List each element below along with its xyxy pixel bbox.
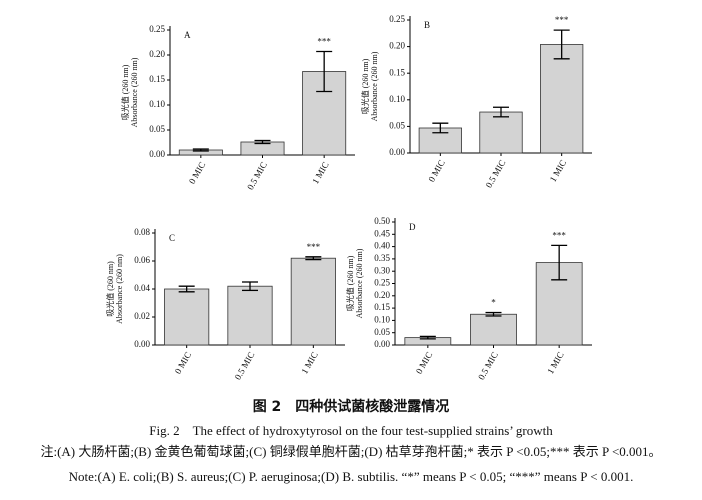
y-tick-label: 0.00: [134, 339, 150, 349]
y-tick-label: 0.20: [374, 290, 390, 300]
x-tick-label: 1 MIC: [548, 158, 569, 184]
y-tick-label: 0.02: [134, 311, 150, 321]
y-label: 吸光值 (260 nm): [360, 58, 370, 114]
caption-title-zh: 图 2 四种供试菌核酸泄露情况: [253, 398, 450, 415]
x-tick-label: 0.5 MIC: [233, 350, 257, 381]
x-tick-label: 0 MIC: [187, 160, 208, 186]
y-tick-label: 0.10: [389, 94, 405, 104]
x-tick-label: 0 MIC: [426, 158, 447, 184]
y-tick-label: 0.10: [149, 99, 165, 109]
panel-label: D: [409, 222, 416, 232]
caption-note-zh: 注:(A) 大肠杆菌;(B) 金黄色葡萄球菌;(C) 铜绿假单胞杆菌;(D) 枯…: [40, 444, 661, 459]
y-tick-label: 0.20: [389, 41, 405, 51]
x-tick-label: 0 MIC: [414, 350, 435, 376]
y-label: Absorbance (260 nm): [115, 254, 124, 324]
significance: ***: [555, 15, 569, 25]
bar: [470, 313, 517, 346]
y-tick-label: 0.30: [374, 265, 390, 275]
y-tick-label: 0.25: [149, 24, 165, 34]
y-tick-label: 0.25: [389, 14, 405, 24]
panel-label: B: [424, 20, 430, 30]
y-tick-label: 0.05: [149, 124, 165, 134]
bar: [479, 111, 523, 154]
significance: ***: [552, 230, 566, 240]
y-tick-label: 0.15: [374, 302, 390, 312]
y-tick-label: 0.20: [149, 49, 165, 59]
y-label: 吸光值 (260 nm): [105, 261, 115, 317]
y-label: Absorbance (260 nm): [355, 248, 364, 318]
y-tick-label: 0.00: [389, 147, 405, 157]
y-label: 吸光值 (260 nm): [120, 64, 130, 120]
y-tick-label: 0.08: [134, 227, 150, 237]
x-tick-label: 0.5 MIC: [245, 160, 269, 191]
x-tick-label: 1 MIC: [545, 350, 566, 376]
x-tick-label: 1 MIC: [299, 350, 320, 376]
y-tick-label: 0.00: [149, 149, 165, 159]
y-tick-label: 0.25: [374, 278, 390, 288]
x-tick-label: 1 MIC: [310, 160, 331, 186]
x-tick-label: 0.5 MIC: [476, 350, 500, 381]
y-tick-label: 0.10: [374, 314, 390, 324]
y-label: Absorbance (260 nm): [370, 51, 379, 121]
bar: [227, 285, 273, 346]
y-tick-label: 0.05: [389, 120, 405, 130]
y-tick-label: 0.00: [374, 339, 390, 349]
y-tick-label: 0.50: [374, 216, 390, 226]
bar: [164, 288, 210, 346]
bar: [540, 44, 584, 154]
y-tick-label: 0.05: [374, 327, 390, 337]
caption-note-en: Note:(A) E. coli;(B) S. aureus;(C) P. ae…: [69, 469, 634, 484]
y-tick-label: 0.15: [389, 67, 405, 77]
significance: ***: [307, 242, 321, 252]
bar: [290, 257, 336, 346]
panel-label: A: [184, 30, 191, 40]
significance: ***: [317, 37, 331, 47]
panel-label: C: [169, 233, 175, 243]
y-tick-label: 0.45: [374, 228, 390, 238]
y-label: 吸光值 (260 nm): [345, 255, 355, 311]
y-tick-label: 0.35: [374, 253, 390, 263]
y-tick-label: 0.06: [134, 255, 150, 265]
y-tick-label: 0.40: [374, 241, 390, 251]
x-tick-label: 0.5 MIC: [484, 158, 508, 189]
y-label: Absorbance (260 nm): [130, 57, 139, 127]
significance: *: [491, 298, 496, 308]
y-tick-label: 0.15: [149, 74, 165, 84]
caption-title-en: Fig. 2 The effect of hydroxytyrosol on t…: [149, 423, 553, 438]
x-tick-label: 0 MIC: [173, 350, 194, 376]
y-tick-label: 0.04: [134, 283, 150, 293]
